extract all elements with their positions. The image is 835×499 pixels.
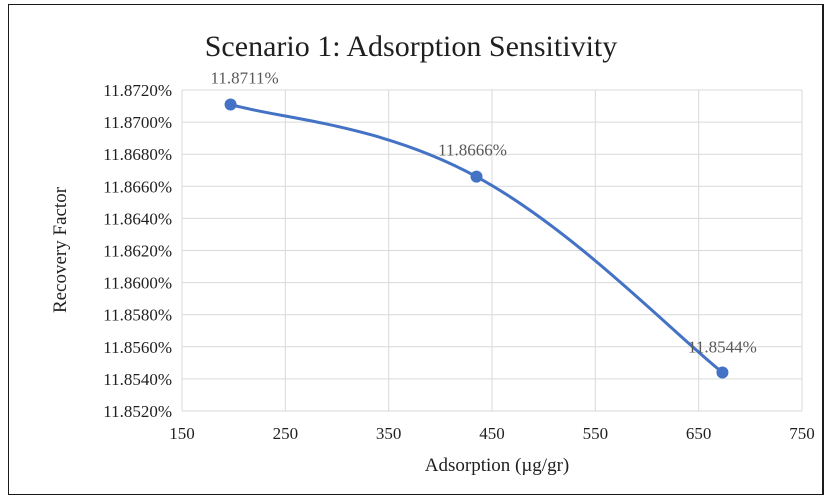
x-tick-label: 550 xyxy=(583,424,609,443)
x-tick-label: 250 xyxy=(273,424,299,443)
data-label: 11.8711% xyxy=(210,68,278,87)
data-point xyxy=(716,366,729,379)
y-tick-label: 11.8580% xyxy=(103,306,172,325)
y-tick-label: 11.8680% xyxy=(103,145,172,164)
x-tick-label: 150 xyxy=(169,424,195,443)
y-tick-label: 11.8660% xyxy=(103,177,172,196)
y-tick-label: 11.8540% xyxy=(103,370,172,389)
y-tick-label: 11.8720% xyxy=(103,81,172,100)
data-label: 11.8666% xyxy=(438,141,507,160)
chart-frame: Scenario 1: Adsorption Sensitivity 11.85… xyxy=(8,4,824,495)
x-tick-label: 650 xyxy=(686,424,712,443)
y-tick-label: 11.8640% xyxy=(103,209,172,228)
y-tick-label: 11.8600% xyxy=(103,274,172,293)
data-point xyxy=(470,170,483,183)
y-tick-label: 11.8520% xyxy=(103,402,172,421)
scatter-chart: Scenario 1: Adsorption Sensitivity 11.85… xyxy=(50,30,815,476)
x-tick-label: 350 xyxy=(376,424,402,443)
data-point xyxy=(224,98,237,111)
x-tick-label: 450 xyxy=(479,424,505,443)
chart-title: Scenario 1: Adsorption Sensitivity xyxy=(205,30,618,63)
x-axis-title: Adsorption (µg/gr) xyxy=(425,455,569,476)
y-tick-label: 11.8560% xyxy=(103,338,172,357)
y-tick-label: 11.8700% xyxy=(103,113,172,132)
x-tick-label: 750 xyxy=(789,424,815,443)
y-tick-label: 11.8620% xyxy=(103,242,172,261)
data-label: 11.8544% xyxy=(688,337,757,356)
y-axis-title: Recovery Factor xyxy=(50,186,71,313)
